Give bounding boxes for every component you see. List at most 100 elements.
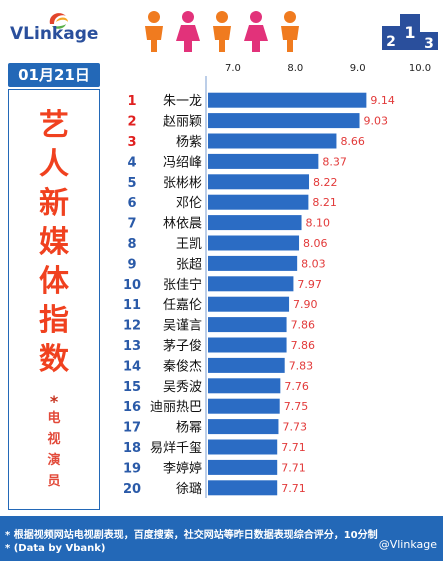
person-male-icon (145, 11, 163, 52)
bar (208, 133, 337, 149)
value-label: 8.21 (312, 196, 337, 209)
ranking-bar-chart: 7.0 8.0 9.0 10.0 1 朱一龙 9.14 2 赵丽颖 9.03 3 杨紫 8.66 4 冯绍峰… (123, 63, 431, 498)
rank-label: 1 (127, 94, 136, 109)
podium-first: 1 (404, 23, 415, 42)
subtitle-vertical: 电 视 演 员 (9, 408, 99, 492)
category-label: 朱一龙 (163, 94, 202, 109)
bar (208, 480, 278, 496)
category-label: 吴谨言 (163, 319, 202, 334)
category-label: 吴秀波 (163, 380, 202, 395)
person-male-icon (213, 11, 231, 52)
bar (208, 113, 360, 129)
bar (208, 255, 298, 271)
rank-label: 16 (123, 400, 141, 415)
category-label: 张佳宁 (163, 277, 202, 293)
rank-label: 9 (127, 257, 136, 272)
bar (208, 459, 278, 475)
value-label: 7.71 (281, 461, 306, 474)
category-label: 李婷婷 (163, 460, 202, 476)
value-label: 8.66 (340, 135, 365, 148)
rank-label: 13 (123, 339, 141, 354)
rank-label: 19 (123, 461, 141, 476)
bar (208, 194, 309, 210)
title-char: 人 (39, 147, 69, 182)
rank-label: 10 (123, 278, 141, 293)
value-label: 7.76 (284, 380, 309, 393)
title-char: 数 (39, 342, 69, 377)
x-tick-label: 8.0 (287, 63, 303, 74)
subtitle-star: * (49, 392, 59, 411)
value-label: 8.03 (301, 257, 326, 270)
category-label: 徐璐 (176, 482, 202, 497)
vlinkage-logo (49, 13, 68, 29)
value-label: 9.14 (370, 94, 395, 107)
podium-third: 3 (424, 36, 434, 50)
category-label: 冯绍峰 (163, 155, 202, 170)
value-label: 7.86 (291, 319, 316, 332)
value-label: 8.37 (322, 155, 347, 168)
bar (208, 398, 280, 414)
value-label: 7.73 (282, 421, 307, 434)
bar (208, 337, 287, 353)
value-label: 8.10 (306, 217, 331, 230)
bar (208, 235, 300, 251)
rank-label: 12 (123, 319, 141, 334)
bar (208, 378, 281, 394)
weibo-watermark: @Vlinkage (378, 538, 437, 551)
title-char: 媒 (39, 225, 69, 260)
rank-label: 17 (123, 421, 141, 436)
bar (208, 317, 287, 333)
rank-label: 4 (127, 155, 136, 170)
subtitle-char: 演 (47, 453, 61, 468)
category-label: 任嘉伦 (163, 298, 202, 313)
bar (208, 439, 278, 455)
value-label: 8.22 (313, 176, 338, 189)
category-label: 邓伦 (176, 196, 202, 211)
person-female-icon (244, 11, 268, 52)
bar (208, 296, 290, 312)
person-female-icon (176, 11, 200, 52)
bar (208, 153, 319, 169)
value-label: 9.03 (364, 115, 389, 128)
subtitle-char: 视 (47, 432, 61, 447)
rank-label: 18 (123, 441, 141, 456)
category-label: 茅子俊 (163, 339, 202, 354)
bar (208, 215, 302, 231)
title-char: 新 (39, 186, 69, 221)
rank-label: 6 (127, 196, 136, 211)
value-label: 8.06 (303, 237, 328, 250)
podium-icon: 2 1 3 (382, 14, 438, 50)
title-vertical: 艺 人 新 媒 体 指 数 (9, 106, 99, 379)
x-tick-label: 9.0 (350, 63, 366, 74)
category-label: 秦俊杰 (163, 359, 202, 374)
subtitle-char: 电 (47, 411, 61, 426)
bar (208, 419, 279, 435)
footer-note-source: * (Data by Vbank) (5, 543, 106, 554)
category-label: 赵丽颖 (163, 115, 202, 130)
rank-label: 2 (127, 115, 136, 130)
header: VLinkage 2 1 3 (0, 0, 443, 56)
value-label: 7.71 (281, 441, 306, 454)
category-label: 张超 (176, 257, 202, 272)
subtitle-char: 员 (47, 474, 61, 489)
title-panel: 艺 人 新 媒 体 指 数 * 电 视 演 员 (8, 89, 100, 510)
rank-label: 11 (123, 298, 141, 313)
people-icons (145, 11, 299, 52)
x-tick-label: 7.0 (225, 63, 241, 74)
title-char: 艺 (39, 108, 69, 143)
category-label: 王凯 (176, 237, 202, 252)
logo-swirl-icon (49, 13, 66, 24)
bar (208, 357, 285, 373)
title-char: 指 (39, 303, 69, 338)
rank-label: 14 (123, 359, 141, 374)
rank-label: 5 (127, 176, 136, 191)
x-tick-label: 10.0 (409, 63, 431, 74)
bar (208, 174, 310, 190)
date-badge: 01月21日 (8, 63, 100, 87)
value-label: 7.86 (291, 339, 316, 352)
category-label: 迪丽热巴 (150, 400, 202, 415)
value-label: 7.75 (284, 400, 309, 413)
value-label: 7.83 (289, 359, 314, 372)
footer-note-methodology: * 根据视频网站电视剧表现，百度搜索，社交网站等昨日数据表现综合评分，10分制 (5, 530, 378, 541)
footer: * 根据视频网站电视剧表现，百度搜索，社交网站等昨日数据表现综合评分，10分制 … (0, 516, 443, 561)
